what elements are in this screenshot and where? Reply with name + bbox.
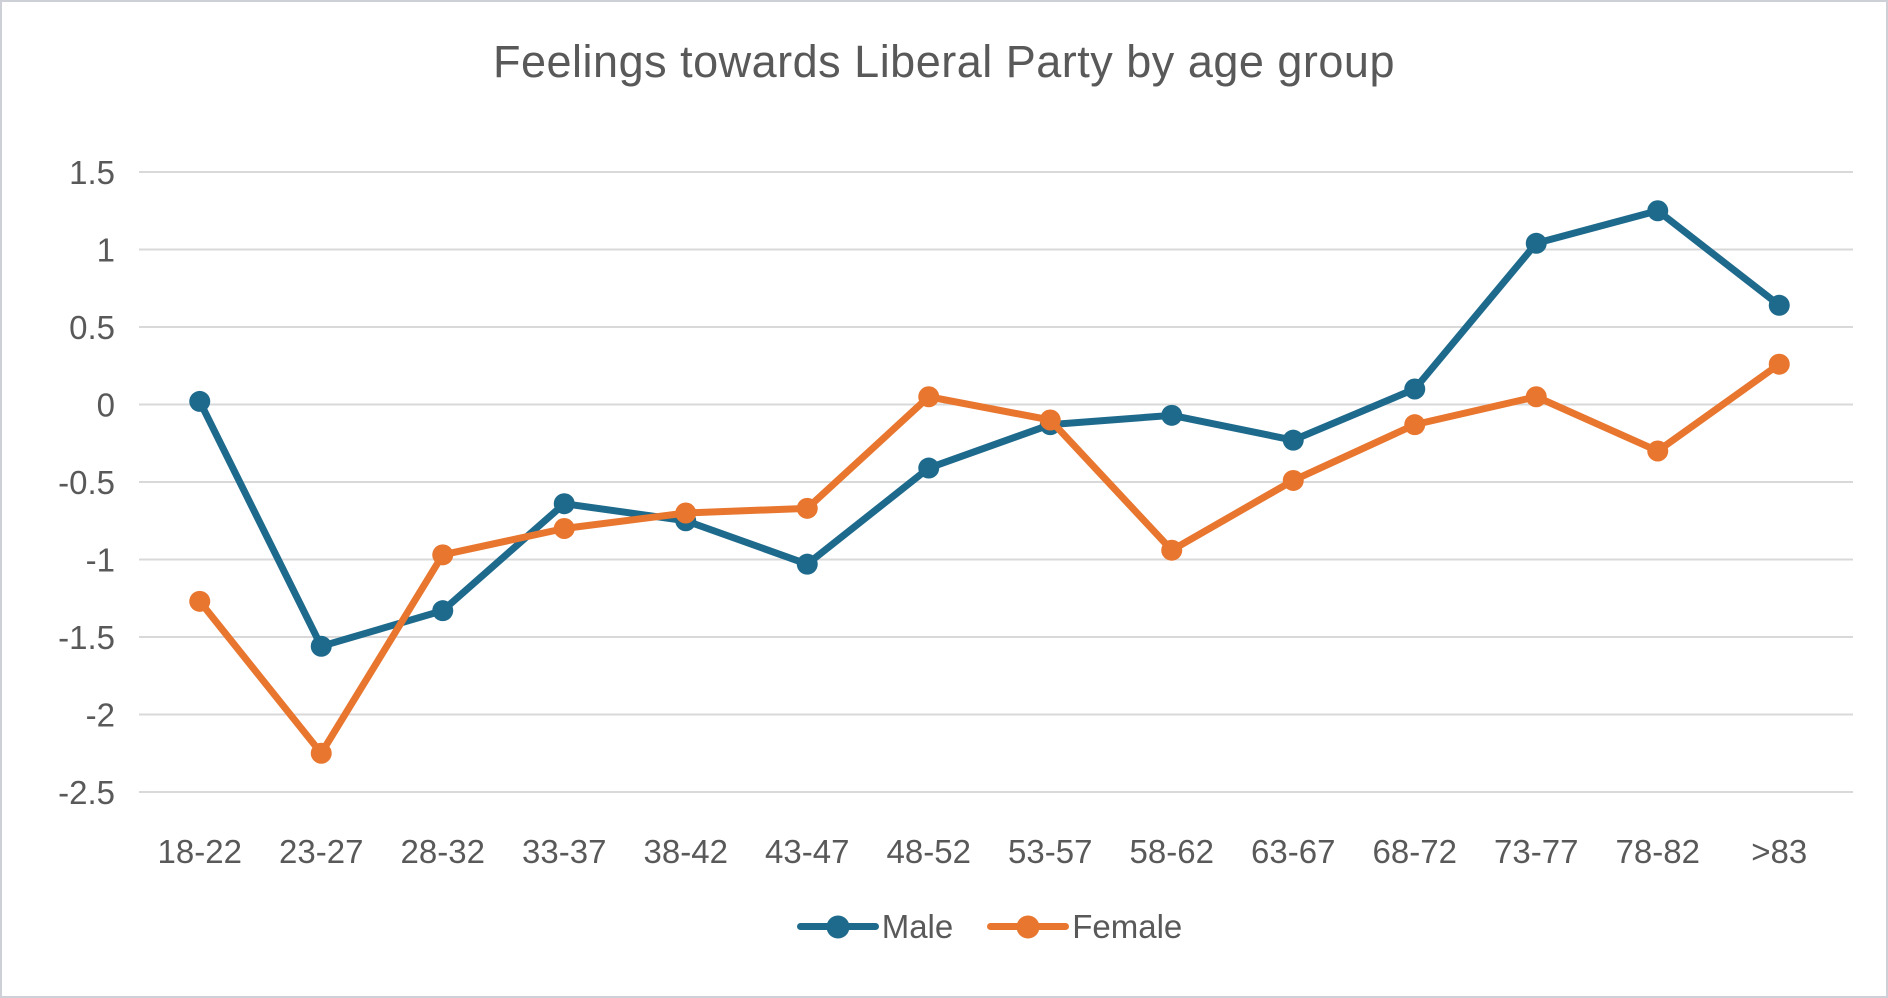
y-tick-label: 1 bbox=[97, 232, 115, 269]
legend-item-female: Female bbox=[987, 910, 1182, 943]
male-dot-marker-icon bbox=[826, 915, 850, 938]
x-tick-label: 38-42 bbox=[644, 833, 728, 870]
x-tick-label: 58-62 bbox=[1130, 833, 1214, 870]
female-point bbox=[1525, 386, 1547, 408]
x-tick-label: 48-52 bbox=[887, 833, 971, 870]
x-tick-label: 68-72 bbox=[1373, 833, 1457, 870]
x-tick-label: 78-82 bbox=[1616, 833, 1700, 870]
male-point bbox=[553, 493, 575, 515]
male-point bbox=[189, 390, 211, 412]
female-point bbox=[918, 386, 940, 408]
x-tick-label: 73-77 bbox=[1494, 833, 1578, 870]
female-point bbox=[1404, 414, 1426, 436]
male-line bbox=[196, 207, 1783, 650]
y-tick-label: -2 bbox=[86, 697, 115, 734]
x-tick-label: 43-47 bbox=[765, 833, 849, 870]
female-line-marker-icon bbox=[987, 915, 1070, 938]
x-tick-label: 23-27 bbox=[279, 833, 363, 870]
male-point bbox=[1525, 232, 1547, 254]
x-tick-label: >83 bbox=[1751, 833, 1807, 870]
female-line bbox=[196, 360, 1783, 757]
male-point bbox=[1161, 404, 1183, 426]
male-point bbox=[1768, 294, 1790, 316]
female-point bbox=[675, 502, 697, 524]
female-point bbox=[189, 590, 211, 612]
x-tick-label: 63-67 bbox=[1251, 833, 1335, 870]
x-tick-label: 53-57 bbox=[1008, 833, 1092, 870]
y-tick-label: 1.5 bbox=[69, 154, 115, 191]
female-dot-marker-icon bbox=[1016, 915, 1040, 938]
y-tick-label: -2.5 bbox=[58, 774, 115, 811]
legend: Male Female bbox=[139, 910, 1840, 943]
x-tick-label: 33-37 bbox=[522, 833, 606, 870]
male-point bbox=[1647, 200, 1669, 222]
male-point bbox=[796, 553, 818, 575]
female-point bbox=[1039, 409, 1061, 431]
male-point bbox=[310, 635, 332, 657]
y-tick-label: -1.5 bbox=[58, 619, 115, 656]
male-point bbox=[1282, 429, 1304, 451]
y-tick-label: -1 bbox=[86, 542, 115, 579]
x-tick-label: 28-32 bbox=[401, 833, 485, 870]
y-tick-label: -0.5 bbox=[58, 464, 115, 501]
male-line-marker-icon bbox=[796, 915, 879, 938]
female-point bbox=[1161, 539, 1183, 561]
male-point bbox=[432, 600, 454, 622]
legend-item-male: Male bbox=[796, 908, 954, 945]
male-point bbox=[918, 457, 940, 479]
x-tick-label: 18-22 bbox=[158, 833, 242, 870]
female-point bbox=[796, 497, 818, 519]
y-tick-label: 0 bbox=[97, 387, 115, 424]
chart-title: Feelings towards Liberal Party by age gr… bbox=[493, 36, 1395, 87]
male-point bbox=[1404, 378, 1426, 400]
female-point bbox=[432, 544, 454, 566]
y-tick-label: 0.5 bbox=[69, 309, 115, 346]
female-point bbox=[553, 518, 575, 539]
female-point bbox=[1282, 469, 1304, 491]
female-point bbox=[1768, 353, 1790, 375]
female-point bbox=[310, 742, 332, 764]
legend-label-male: Male bbox=[881, 908, 954, 945]
legend-label-female: Female bbox=[1072, 908, 1183, 945]
female-point bbox=[1647, 440, 1669, 462]
